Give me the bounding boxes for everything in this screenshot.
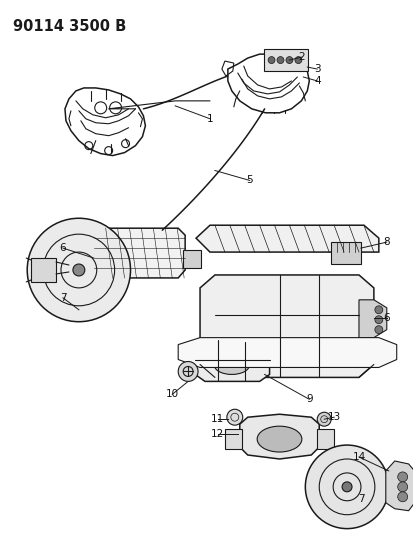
Circle shape	[374, 306, 382, 314]
Text: 9: 9	[305, 394, 312, 405]
Bar	[330, 242, 360, 264]
Circle shape	[285, 56, 292, 63]
Text: 1: 1	[206, 114, 213, 124]
Text: 13: 13	[327, 412, 340, 422]
Bar	[31, 258, 56, 282]
Text: 90114 3500 B: 90114 3500 B	[13, 19, 126, 34]
Polygon shape	[195, 340, 269, 382]
Text: 2: 2	[297, 52, 304, 62]
Circle shape	[397, 482, 407, 492]
Text: 3: 3	[313, 64, 320, 74]
Text: 6: 6	[59, 243, 66, 253]
Circle shape	[294, 56, 301, 63]
Circle shape	[341, 482, 351, 492]
Ellipse shape	[214, 357, 249, 375]
Circle shape	[276, 56, 283, 63]
Text: 5: 5	[246, 175, 252, 185]
Polygon shape	[93, 228, 185, 278]
Text: 10: 10	[165, 389, 178, 399]
Polygon shape	[178, 337, 396, 367]
Circle shape	[178, 361, 197, 382]
Polygon shape	[239, 414, 318, 459]
Circle shape	[27, 218, 130, 322]
Text: 8: 8	[382, 237, 389, 247]
Text: 14: 14	[351, 452, 365, 462]
Circle shape	[226, 409, 242, 425]
Circle shape	[305, 445, 388, 529]
Polygon shape	[316, 429, 333, 449]
Ellipse shape	[256, 426, 301, 452]
Text: 6: 6	[382, 313, 389, 323]
Polygon shape	[199, 275, 373, 377]
Circle shape	[374, 326, 382, 334]
Bar	[263, 49, 308, 71]
Circle shape	[316, 412, 330, 426]
Bar	[183, 250, 201, 268]
Polygon shape	[224, 429, 241, 449]
Text: 4: 4	[313, 76, 320, 86]
Circle shape	[73, 264, 85, 276]
Text: 7: 7	[59, 293, 66, 303]
Polygon shape	[385, 461, 413, 511]
Circle shape	[268, 56, 274, 63]
Circle shape	[397, 492, 407, 502]
Text: 7: 7	[357, 494, 363, 504]
Text: 11: 11	[211, 414, 224, 424]
Polygon shape	[358, 300, 386, 337]
Circle shape	[397, 472, 407, 482]
Circle shape	[374, 316, 382, 324]
Polygon shape	[196, 225, 378, 252]
Text: 12: 12	[211, 429, 224, 439]
